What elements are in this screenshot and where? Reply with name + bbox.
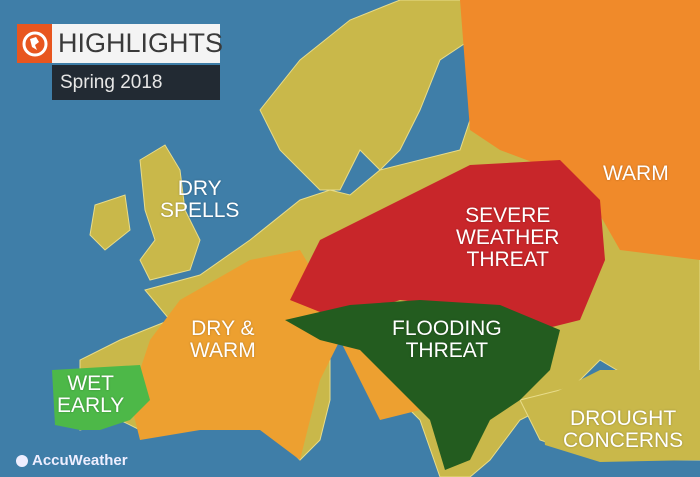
header-subtitle: Spring 2018 bbox=[52, 65, 220, 100]
region-label-dry-spells: DRY SPELLS bbox=[160, 177, 240, 222]
brand-name: AccuWeather bbox=[32, 452, 128, 469]
region-label-severe-weather: SEVERE WEATHER THREAT bbox=[456, 204, 560, 271]
ireland bbox=[89, 194, 131, 251]
flooding-zone bbox=[285, 300, 560, 470]
region-label-wet-early: WET EARLY bbox=[57, 372, 125, 417]
severe-weather-zone bbox=[290, 160, 605, 330]
wet-early-zone bbox=[52, 365, 150, 430]
warm-zone bbox=[460, 0, 700, 260]
scandinavia bbox=[259, 0, 471, 191]
drought-zone bbox=[540, 370, 700, 462]
dry-warm-zone bbox=[130, 250, 420, 460]
region-label-dry-warm: DRY & WARM bbox=[190, 317, 256, 362]
header-title: HIGHLIGHTS bbox=[52, 24, 223, 63]
accuweather-logo: AccuWeather bbox=[16, 452, 128, 469]
region-label-warm: WARM bbox=[603, 162, 669, 185]
sun-icon bbox=[16, 454, 28, 467]
region-label-drought: DROUGHT CONCERNS bbox=[563, 407, 684, 452]
great-britain bbox=[139, 144, 201, 281]
globe-icon bbox=[17, 24, 52, 63]
region-label-flooding: FLOODING THREAT bbox=[392, 317, 502, 362]
